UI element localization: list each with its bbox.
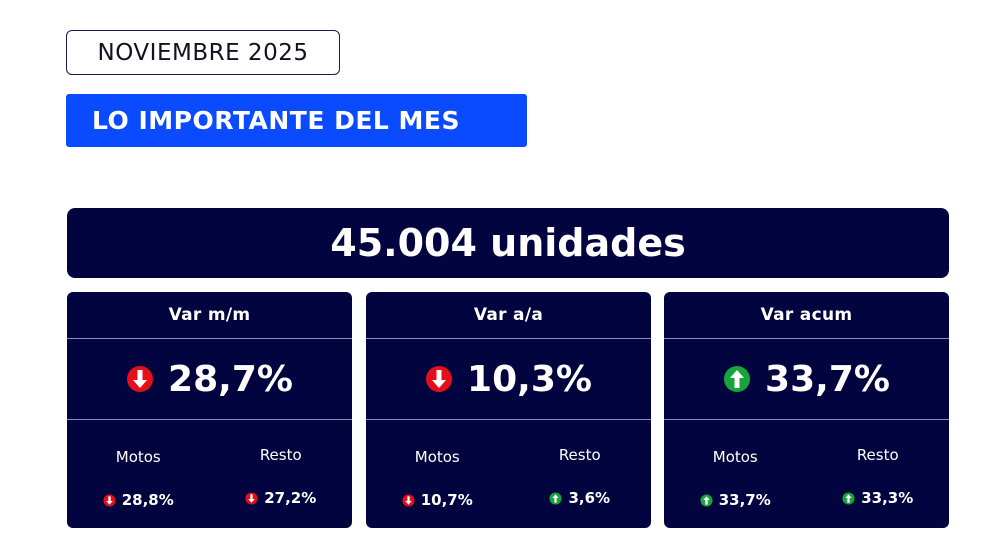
trend-down-icon: [126, 365, 154, 393]
resto-label: Resto: [558, 446, 601, 464]
trend-down-icon: [402, 493, 415, 507]
resto-label: Resto: [259, 446, 302, 464]
card-main-value: 33,7%: [664, 339, 949, 420]
card-breakdown: Motos 33,7% Resto 33,3%: [664, 420, 949, 528]
motos-value-row: 28,8%: [103, 491, 174, 509]
card-breakdown: Motos 10,7% Resto 3,6%: [366, 420, 651, 528]
date-label: NOVIEMBRE 2025: [66, 30, 340, 75]
resto-value: 33,3%: [861, 489, 914, 507]
resto-column: Resto 3,6%: [509, 420, 652, 528]
card-main-value: 28,7%: [67, 339, 352, 420]
trend-down-icon: [245, 491, 258, 505]
trend-up-icon: [700, 493, 713, 507]
resto-column: Resto 27,2%: [210, 420, 353, 528]
motos-value-row: 33,7%: [700, 491, 771, 509]
motos-value: 10,7%: [420, 491, 473, 509]
card-main-value: 10,3%: [366, 339, 651, 420]
resto-value-row: 33,3%: [842, 489, 913, 507]
resto-value: 27,2%: [264, 489, 317, 507]
motos-label: Motos: [115, 448, 161, 466]
card-value: 33,7%: [765, 358, 890, 400]
card-var-mm: Var m/m 28,7% Motos 28,8% Resto 27,2%: [67, 292, 352, 528]
card-var-aa: Var a/a 10,3% Motos 10,7% Resto 3,6%: [366, 292, 651, 528]
resto-value-row: 3,6%: [549, 489, 610, 507]
resto-value-row: 27,2%: [245, 489, 316, 507]
resto-value: 3,6%: [568, 489, 611, 507]
motos-label: Motos: [712, 448, 758, 466]
headline-text: LO IMPORTANTE DEL MES: [92, 106, 461, 135]
card-value: 28,7%: [168, 358, 293, 400]
motos-column: Motos 28,8%: [67, 420, 210, 528]
headline-banner: LO IMPORTANTE DEL MES: [66, 94, 527, 147]
resto-label: Resto: [856, 446, 899, 464]
card-breakdown: Motos 28,8% Resto 27,2%: [67, 420, 352, 528]
card-title: Var m/m: [67, 292, 352, 339]
trend-up-icon: [842, 491, 855, 505]
motos-value-row: 10,7%: [402, 491, 473, 509]
card-value: 10,3%: [467, 358, 592, 400]
trend-up-icon: [723, 365, 751, 393]
trend-down-icon: [103, 493, 116, 507]
card-title: Var a/a: [366, 292, 651, 339]
units-panel: 45.004 unidades: [67, 208, 949, 278]
motos-value: 28,8%: [121, 491, 174, 509]
motos-column: Motos 10,7%: [366, 420, 509, 528]
trend-down-icon: [425, 365, 453, 393]
card-var-acum: Var acum 33,7% Motos 33,7% Resto 33,3%: [664, 292, 949, 528]
motos-column: Motos 33,7%: [664, 420, 807, 528]
resto-column: Resto 33,3%: [807, 420, 950, 528]
trend-up-icon: [549, 491, 562, 505]
units-total: 45.004 unidades: [330, 221, 686, 265]
card-title: Var acum: [664, 292, 949, 339]
motos-value: 33,7%: [718, 491, 771, 509]
motos-label: Motos: [414, 448, 460, 466]
